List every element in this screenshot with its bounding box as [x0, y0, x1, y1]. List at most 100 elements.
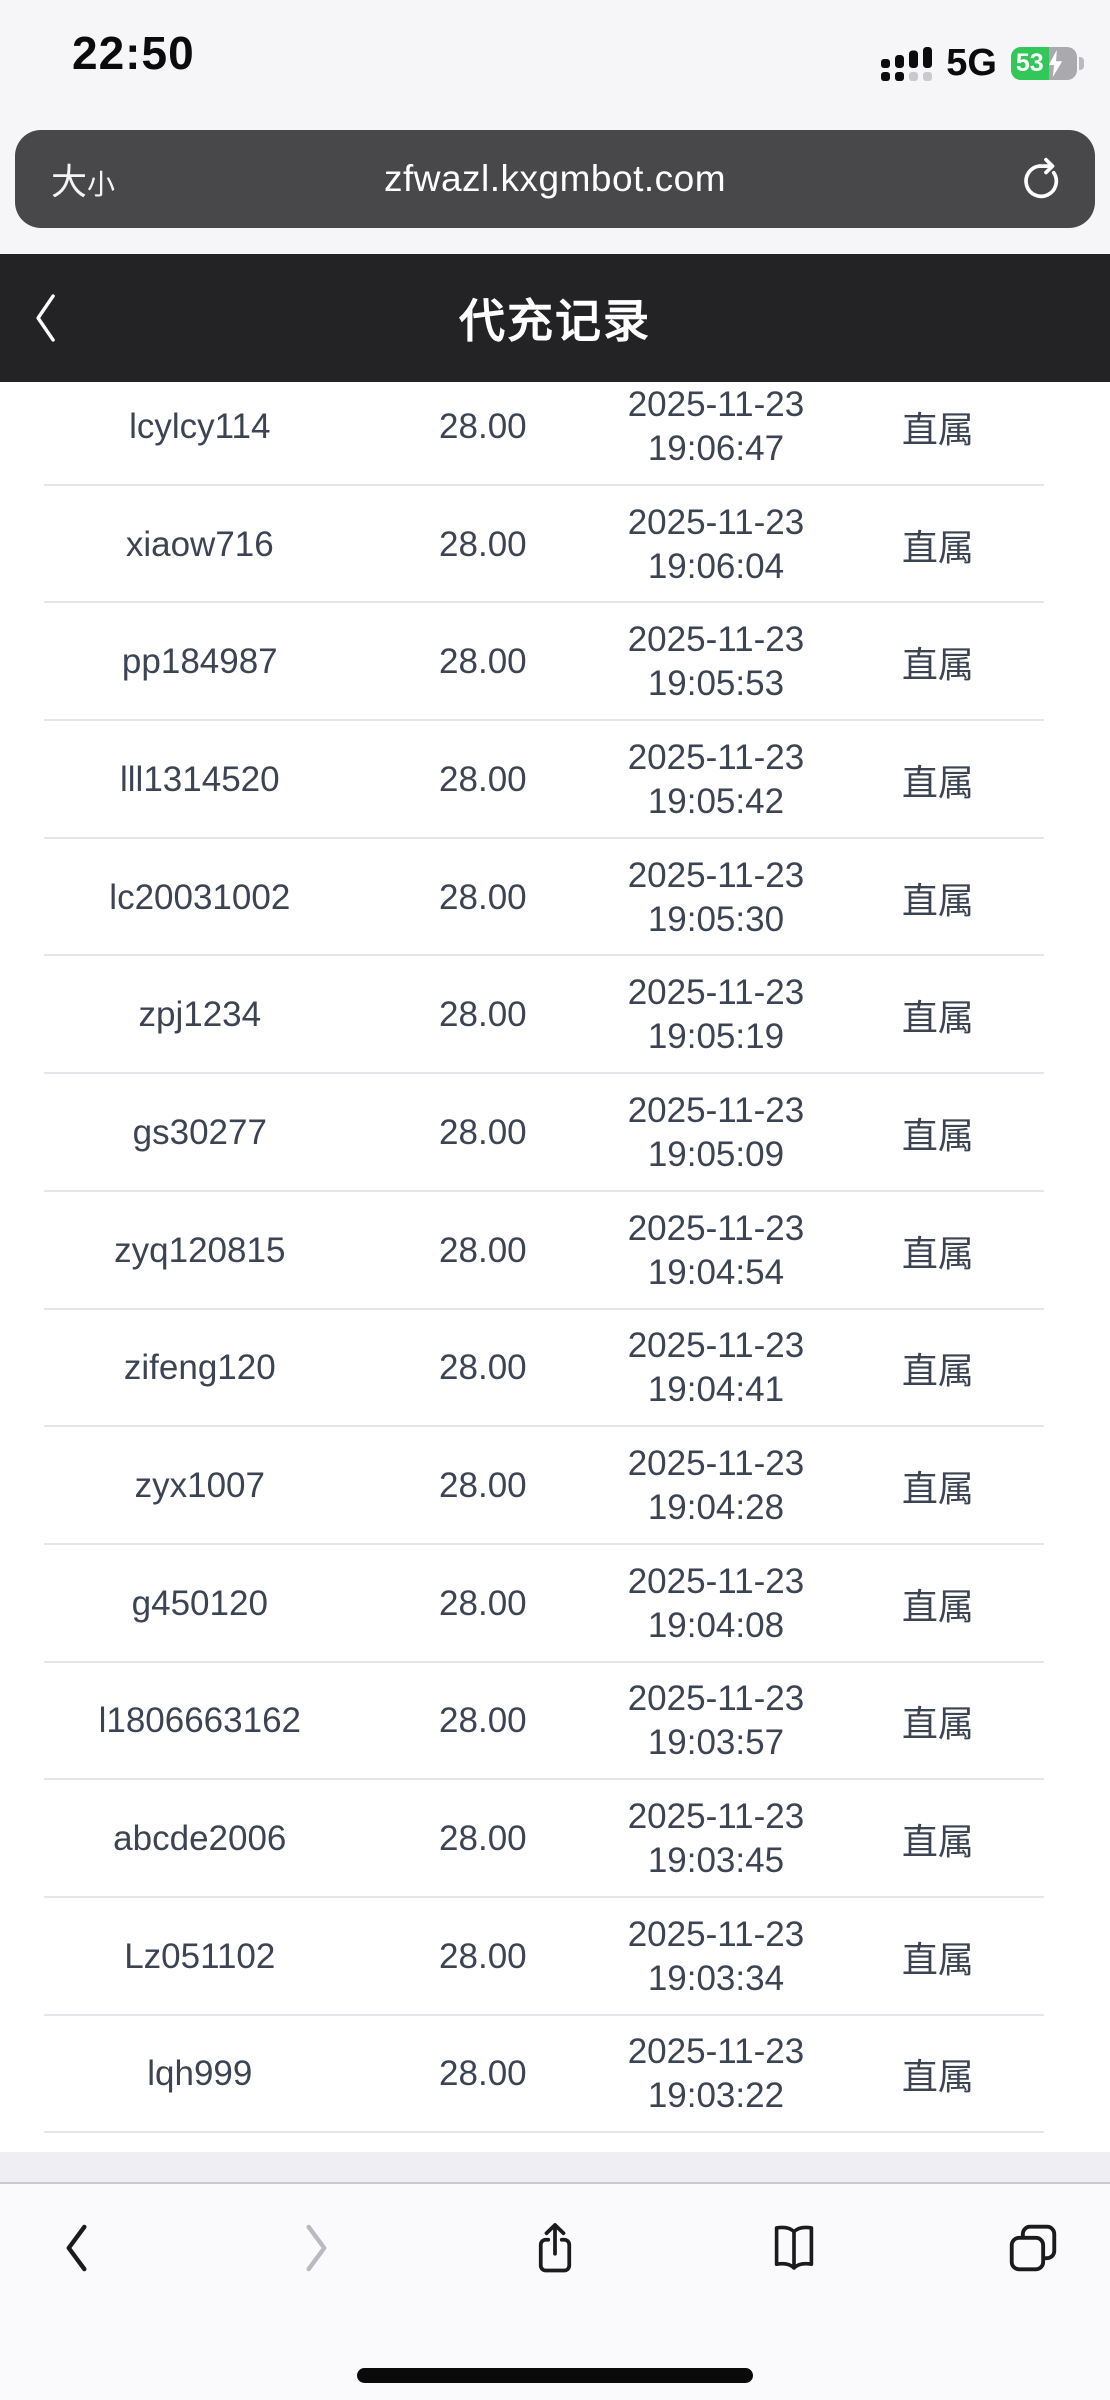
refresh-icon — [1024, 157, 1059, 199]
row-username: zyq120815 — [114, 1230, 286, 1270]
network-type-label: 5G — [946, 42, 997, 84]
row-username: l1806663162 — [98, 1701, 302, 1741]
row-amount: 28.00 — [439, 995, 527, 1035]
row-time: 19:05:30 — [647, 899, 785, 939]
row-datetime: 2025-11-23 19:03:45 — [566, 1795, 866, 1883]
row-type: 直属 — [901, 1114, 974, 1156]
row-time: 19:05:09 — [647, 1134, 785, 1174]
back-nav-button[interactable] — [42, 2216, 112, 2280]
row-username: Lz051102 — [124, 1936, 276, 1976]
table-row: zifeng120 28.00 2025-11-23 19:04:41 直属 — [0, 1310, 1110, 1428]
table-row: zpj1234 28.00 2025-11-23 19:05:19 直属 — [0, 956, 1110, 1074]
battery-indicator: 53 — [1011, 47, 1084, 80]
table-row: Lz051102 28.00 2025-11-23 19:03:34 直属 — [0, 1898, 1110, 2016]
row-time: 19:06:47 — [647, 428, 785, 468]
cellular-signal-icon — [881, 46, 933, 81]
row-username: zifeng120 — [123, 1348, 276, 1388]
row-type: 直属 — [901, 1232, 974, 1274]
url-text[interactable]: zfwazl.kxgmbot.com — [383, 158, 727, 199]
row-date: 2025-11-23 — [627, 737, 805, 777]
row-type: 直属 — [901, 1350, 974, 1392]
row-datetime: 2025-11-23 19:05:19 — [566, 971, 866, 1059]
table-row: lc20031002 28.00 2025-11-23 19:05:30 直属 — [0, 839, 1110, 957]
row-date: 2025-11-23 — [627, 1797, 805, 1837]
forward-nav-button[interactable] — [281, 2216, 351, 2280]
text-size-button[interactable]: 大 小 — [51, 153, 115, 205]
row-date: 2025-11-23 — [627, 1444, 805, 1484]
address-bar[interactable]: 大 小 zfwazl.kxgmbot.com — [15, 130, 1095, 228]
row-datetime: 2025-11-23 19:05:09 — [566, 1089, 866, 1177]
row-username: zpj1234 — [138, 995, 262, 1035]
row-type: 直属 — [901, 1585, 974, 1627]
records-rows: lcylcy114 28.00 2025-11-23 19:06:47 直属 x… — [0, 382, 1110, 2134]
table-row: zyx1007 28.00 2025-11-23 19:04:28 直属 — [0, 1427, 1110, 1545]
tabs-button[interactable] — [998, 2216, 1068, 2280]
row-username: lll1314520 — [120, 759, 280, 799]
safari-toolbar — [0, 2182, 1110, 2400]
row-date: 2025-11-23 — [627, 855, 805, 895]
bookmarks-button[interactable] — [759, 2216, 829, 2280]
back-button[interactable] — [30, 288, 70, 348]
home-indicator[interactable] — [357, 2368, 753, 2383]
row-date: 2025-11-23 — [627, 620, 805, 660]
row-time: 19:04:08 — [647, 1605, 785, 1645]
battery-body: 53 — [1011, 47, 1077, 80]
row-type: 直属 — [901, 1821, 974, 1863]
row-date: 2025-11-23 — [627, 2032, 805, 2072]
row-username: zyx1007 — [134, 1466, 265, 1506]
row-time: 19:05:53 — [647, 664, 785, 704]
row-date: 2025-11-23 — [627, 1208, 805, 1248]
battery-cap — [1079, 57, 1084, 70]
chevron-left-icon — [36, 294, 55, 342]
row-amount: 28.00 — [439, 1936, 527, 1976]
row-datetime: 2025-11-23 19:04:28 — [566, 1442, 866, 1530]
row-username: lc20031002 — [109, 877, 291, 917]
page-nav-header: 代充记录 — [0, 254, 1110, 382]
table-row: xiaow716 28.00 2025-11-23 19:06:04 直属 — [0, 486, 1110, 604]
row-datetime: 2025-11-23 19:05:30 — [566, 854, 866, 942]
text-size-small-label: 小 — [87, 169, 116, 200]
text-size-big-label: 大 — [51, 161, 88, 202]
battery-fill — [1011, 47, 1049, 80]
row-date: 2025-11-23 — [627, 1561, 805, 1601]
status-bar: 22:50 5G 53 — [0, 0, 1110, 120]
row-amount: 28.00 — [439, 2054, 527, 2094]
row-amount: 28.00 — [439, 1348, 527, 1388]
share-icon — [538, 2223, 572, 2273]
row-type: 直属 — [901, 1468, 974, 1510]
row-type: 直属 — [901, 761, 974, 803]
row-type: 直属 — [901, 997, 974, 1039]
row-username: lcylcy114 — [129, 406, 271, 446]
row-date: 2025-11-23 — [627, 502, 805, 542]
row-datetime: 2025-11-23 19:05:53 — [566, 618, 866, 706]
row-username: xiaow716 — [125, 524, 274, 564]
page-title: 代充记录 — [459, 295, 651, 347]
battery-percent: 53 — [1015, 49, 1044, 77]
row-type: 直属 — [901, 408, 974, 450]
row-amount: 28.00 — [439, 877, 527, 917]
row-amount: 28.00 — [439, 642, 527, 682]
row-type: 直属 — [901, 2056, 974, 2098]
row-amount: 28.00 — [439, 1112, 527, 1152]
row-amount: 28.00 — [439, 406, 527, 446]
row-amount: 28.00 — [439, 1701, 527, 1741]
table-row: pp184987 28.00 2025-11-23 19:05:53 直属 — [0, 603, 1110, 721]
chevron-back-icon — [66, 2224, 87, 2272]
row-type: 直属 — [901, 1703, 974, 1745]
row-datetime: 2025-11-23 19:04:08 — [566, 1560, 866, 1648]
row-time: 19:06:04 — [647, 546, 785, 586]
refresh-button[interactable] — [1013, 151, 1069, 207]
row-date: 2025-11-23 — [627, 1326, 805, 1366]
row-date: 2025-11-23 — [627, 973, 805, 1013]
table-row: gs30277 28.00 2025-11-23 19:05:09 直属 — [0, 1074, 1110, 1192]
row-amount: 28.00 — [439, 524, 527, 564]
row-type: 直属 — [901, 644, 974, 686]
row-time: 19:04:41 — [647, 1370, 785, 1410]
bookmarks-icon — [774, 2225, 814, 2270]
row-username: gs30277 — [132, 1112, 267, 1152]
share-button[interactable] — [520, 2216, 590, 2280]
status-time: 22:50 — [72, 27, 195, 79]
toolbar-buttons — [0, 2216, 1110, 2280]
row-time: 19:04:54 — [647, 1252, 785, 1292]
